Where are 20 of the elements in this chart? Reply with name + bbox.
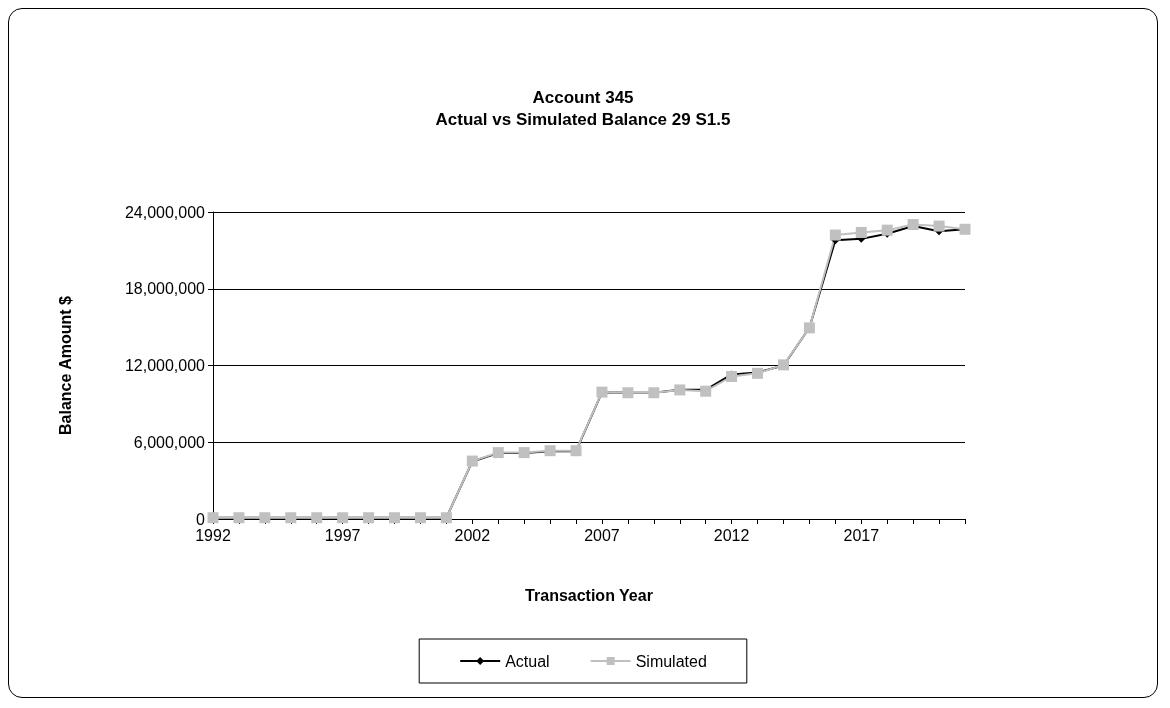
y-axis-title: Balance Amount $	[56, 295, 74, 435]
point	[881, 224, 893, 236]
y-tick-label: 0	[196, 510, 206, 528]
point	[829, 229, 841, 241]
y-tick-label: 12,000,000	[124, 357, 206, 374]
legend-label: Simulated	[635, 652, 707, 670]
y-tick-label: 24,000,000	[124, 203, 206, 221]
x-tick-label: 1992	[195, 526, 231, 544]
point	[933, 220, 945, 232]
y-tick-label: 18,000,000	[124, 280, 206, 298]
x-axis-title: Transaction Year	[525, 586, 653, 604]
y-tick-label: 6,000,000	[133, 433, 206, 451]
x-tick-label: 1997	[324, 526, 361, 544]
x-tick-label: 2017	[843, 526, 880, 544]
point	[855, 226, 867, 238]
x-tick-label: 2002	[454, 526, 491, 544]
chart-title: Account 345 Actual vs Simulated Balance 29 S1.5	[435, 87, 731, 129]
legend-label: Actual	[505, 652, 550, 670]
x-tick-label: 2007	[584, 526, 620, 544]
x-tick-label: 2012	[713, 526, 750, 544]
